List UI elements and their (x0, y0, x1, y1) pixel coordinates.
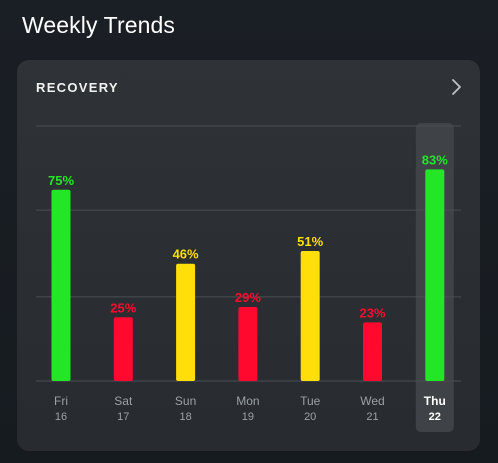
bar-value-label: 29% (235, 290, 261, 305)
recovery-bar-sun[interactable] (176, 263, 196, 381)
date-label: 22 (429, 411, 441, 423)
recovery-bar-mon[interactable] (238, 307, 258, 381)
card-title: RECOVERY (36, 80, 119, 95)
day-label: Sat (114, 394, 133, 408)
chevron-right-icon[interactable] (446, 77, 466, 97)
day-label: Fri (54, 394, 68, 408)
card-header[interactable]: RECOVERY (17, 60, 480, 110)
bar-value-label: 25% (110, 300, 136, 315)
date-label: 16 (55, 411, 67, 423)
recovery-bar-tue[interactable] (300, 250, 320, 381)
date-label: 18 (179, 411, 191, 423)
recovery-bar-wed[interactable] (363, 322, 382, 381)
date-label: 20 (304, 411, 316, 423)
bar-value-label: 75% (48, 173, 74, 188)
recovery-bar-fri[interactable] (51, 189, 71, 381)
day-label: Tue (300, 394, 321, 408)
recovery-bar-chart: 75% Fri 16 25% Sat 17 46% Sun 18 29% Mon 19 51% Tue 20… (36, 123, 461, 432)
bar-value-label: 51% (297, 234, 323, 249)
day-label: Wed (360, 394, 384, 408)
date-label: 19 (242, 411, 254, 423)
page-title: Weekly Trends (22, 12, 175, 38)
bar-value-label: 23% (359, 305, 385, 320)
bar-value-label: 83% (422, 152, 448, 167)
day-label: Mon (236, 394, 259, 408)
recovery-bar-sat[interactable] (113, 317, 133, 381)
recovery-bar-thu[interactable] (425, 169, 445, 381)
recovery-card[interactable]: RECOVERY 75% Fri 16 25% Sat 17 46% Sun 18 29% Mon 1… (17, 60, 480, 451)
day-label: Sun (175, 394, 196, 408)
bar-value-label: 46% (173, 247, 199, 262)
day-label: Thu (424, 394, 446, 408)
date-label: 21 (366, 411, 378, 423)
date-label: 17 (117, 411, 129, 423)
